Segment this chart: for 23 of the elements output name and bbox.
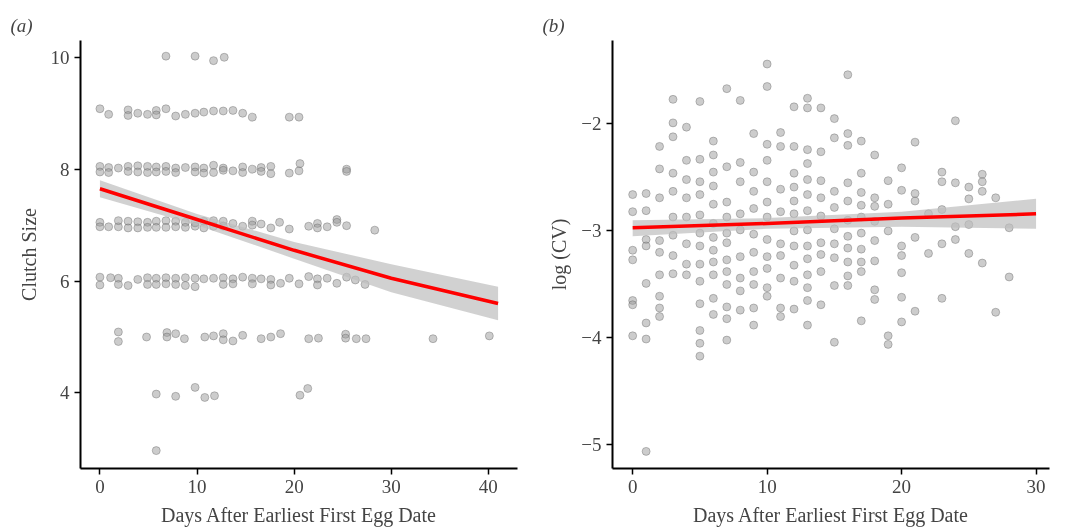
x-tick-label: 40 bbox=[478, 475, 498, 497]
y-tick-label: −5 bbox=[581, 434, 602, 456]
x-tick-label: 30 bbox=[1026, 475, 1046, 497]
chart-title: (a) bbox=[10, 14, 33, 37]
x-tick-label: 20 bbox=[284, 475, 304, 497]
y-tick-label: 4 bbox=[60, 382, 70, 404]
x-tick-label: 0 bbox=[627, 475, 638, 497]
x-axis-title: Days After Earliest First Egg Date bbox=[692, 503, 969, 527]
y-tick-label: −2 bbox=[581, 113, 602, 135]
y-axis-title: Clutch Size bbox=[17, 208, 40, 301]
x-tick-label: 0 bbox=[95, 475, 105, 497]
y-tick-label: −3 bbox=[581, 220, 602, 242]
x-tick-label: 10 bbox=[187, 475, 207, 497]
x-tick-label: 30 bbox=[381, 475, 401, 497]
y-tick-label: 6 bbox=[60, 270, 70, 292]
y-axis-title: log (CV) bbox=[548, 218, 572, 291]
x-tick-label: 10 bbox=[757, 475, 777, 497]
x-axis-title: Days After Earliest First Egg Date bbox=[160, 503, 437, 527]
x-tick-label: 20 bbox=[892, 475, 912, 497]
chart-title: (b) bbox=[542, 14, 565, 37]
y-tick-label: 10 bbox=[50, 46, 70, 68]
y-tick-label: −4 bbox=[581, 327, 602, 349]
y-tick-label: 8 bbox=[60, 158, 70, 180]
